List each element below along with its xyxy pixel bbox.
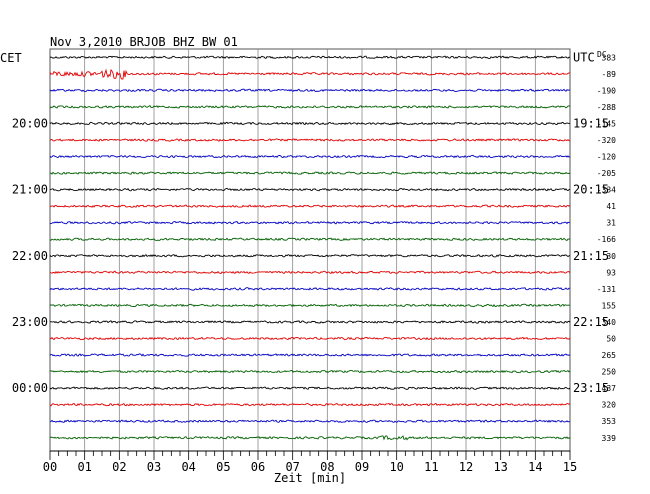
left-hour-label: 20:00 — [12, 116, 48, 130]
right-hour-labels: UTC 19:15 20:15 21:15 22:15 23:15 — [573, 50, 609, 395]
plot-grid — [49, 48, 571, 452]
trace-20 — [49, 386, 571, 390]
trace-18 — [49, 353, 571, 357]
left-hour-label: 00:00 — [12, 381, 48, 395]
x-tick-label: 10 — [389, 460, 403, 474]
left-hour-label: 23:00 — [12, 315, 48, 329]
dc-offset-label: -89 — [602, 70, 617, 79]
x-tick-label: 01 — [77, 460, 91, 474]
x-axis-title: Zeit [min] — [274, 471, 346, 485]
x-tick-label: 13 — [493, 460, 507, 474]
right-hour-label: 20:15 — [573, 183, 609, 197]
dc-offset-label: -190 — [597, 86, 616, 95]
dc-offset-label: 41 — [606, 202, 616, 211]
left-hour-labels: 20:00 21:00 22:00 23:00 00:00 — [12, 116, 48, 395]
trace-22 — [49, 419, 571, 423]
dc-offset-label: 340 — [602, 318, 617, 327]
x-tick-label: 05 — [216, 460, 230, 474]
plot-frame — [49, 48, 571, 452]
trace-0 — [49, 55, 571, 59]
trace-15 — [49, 303, 571, 308]
dc-column-label: DC — [597, 50, 607, 59]
dc-offset-label: 30 — [606, 252, 616, 261]
trace-8 — [49, 187, 571, 192]
dc-offset-label: -120 — [597, 153, 616, 162]
x-tick-label: 04 — [181, 460, 195, 474]
dc-offset-label: -145 — [597, 119, 616, 128]
x-tick-label: 08 — [320, 460, 334, 474]
dc-offset-label: 155 — [602, 301, 617, 310]
dc-offset-label: 437 — [602, 384, 617, 393]
dc-offset-label: 93 — [606, 268, 616, 277]
right-hour-label: 22:15 — [573, 315, 609, 329]
x-tick-label: 02 — [112, 460, 126, 474]
dc-offset-label: 320 — [602, 401, 617, 410]
trace-4 — [49, 121, 571, 126]
trace-14 — [49, 287, 571, 291]
dc-offset-label: -205 — [597, 169, 616, 178]
left-timezone-label: CET — [0, 51, 22, 65]
dc-offset-label: -334 — [597, 186, 616, 195]
x-axis: 00 01 02 03 04 05 06 07 08 09 10 11 12 13 14 15 — [43, 450, 577, 474]
dc-offset-label: -166 — [597, 235, 616, 244]
x-tick-label: 12 — [459, 460, 473, 474]
x-tick-label: 07 — [285, 460, 299, 474]
dc-offset-label: -131 — [597, 285, 616, 294]
left-hour-label: 22:00 — [12, 249, 48, 263]
dc-offset-label: -288 — [597, 103, 616, 112]
right-hour-label: 19:15 — [573, 116, 609, 130]
dc-offset-label: 31 — [606, 219, 616, 228]
trace-group — [49, 55, 571, 441]
x-tick-label: 03 — [147, 460, 161, 474]
x-tick-label: 11 — [424, 460, 438, 474]
dc-offset-label: 50 — [606, 335, 616, 344]
trace-19 — [49, 369, 571, 374]
trace-13 — [49, 270, 571, 275]
trace-7 — [49, 171, 571, 175]
dc-offset-label: 265 — [602, 351, 617, 360]
x-tick-label: 09 — [355, 460, 369, 474]
trace-5 — [49, 138, 571, 142]
x-tick-label: 00 — [43, 460, 57, 474]
right-hour-label: UTC — [573, 50, 595, 64]
trace-10 — [49, 220, 570, 225]
dc-offset-label: 339 — [602, 434, 617, 443]
dc-offset-labels: 383 -89 -190 -288 -145 -320 -120 -205 -334 41 31 -1… — [597, 53, 616, 442]
right-hour-label: 23:15 — [573, 381, 609, 395]
trace-1 — [49, 68, 571, 80]
trace-16 — [49, 320, 571, 324]
trace-3 — [49, 105, 571, 109]
dc-offset-label: 353 — [602, 417, 617, 426]
trace-21 — [49, 402, 571, 407]
x-tick-label: 14 — [528, 460, 542, 474]
left-hour-label: 21:00 — [12, 183, 48, 197]
trace-23 — [49, 435, 571, 441]
x-tick-label: 06 — [251, 460, 265, 474]
trace-12 — [49, 254, 571, 258]
trace-9 — [49, 204, 571, 208]
chart-title: Nov 3,2010 BRJOB BHZ BW 01 — [50, 35, 238, 49]
trace-6 — [49, 154, 571, 159]
x-tick-label: 15 — [563, 460, 577, 474]
trace-2 — [49, 88, 571, 93]
dc-offset-label: 250 — [602, 368, 617, 377]
right-hour-label: 21:15 — [573, 249, 609, 263]
dc-offset-label: -320 — [597, 136, 616, 145]
trace-17 — [49, 336, 571, 341]
trace-11 — [49, 237, 571, 241]
dc-offset-label: 383 — [602, 53, 617, 62]
